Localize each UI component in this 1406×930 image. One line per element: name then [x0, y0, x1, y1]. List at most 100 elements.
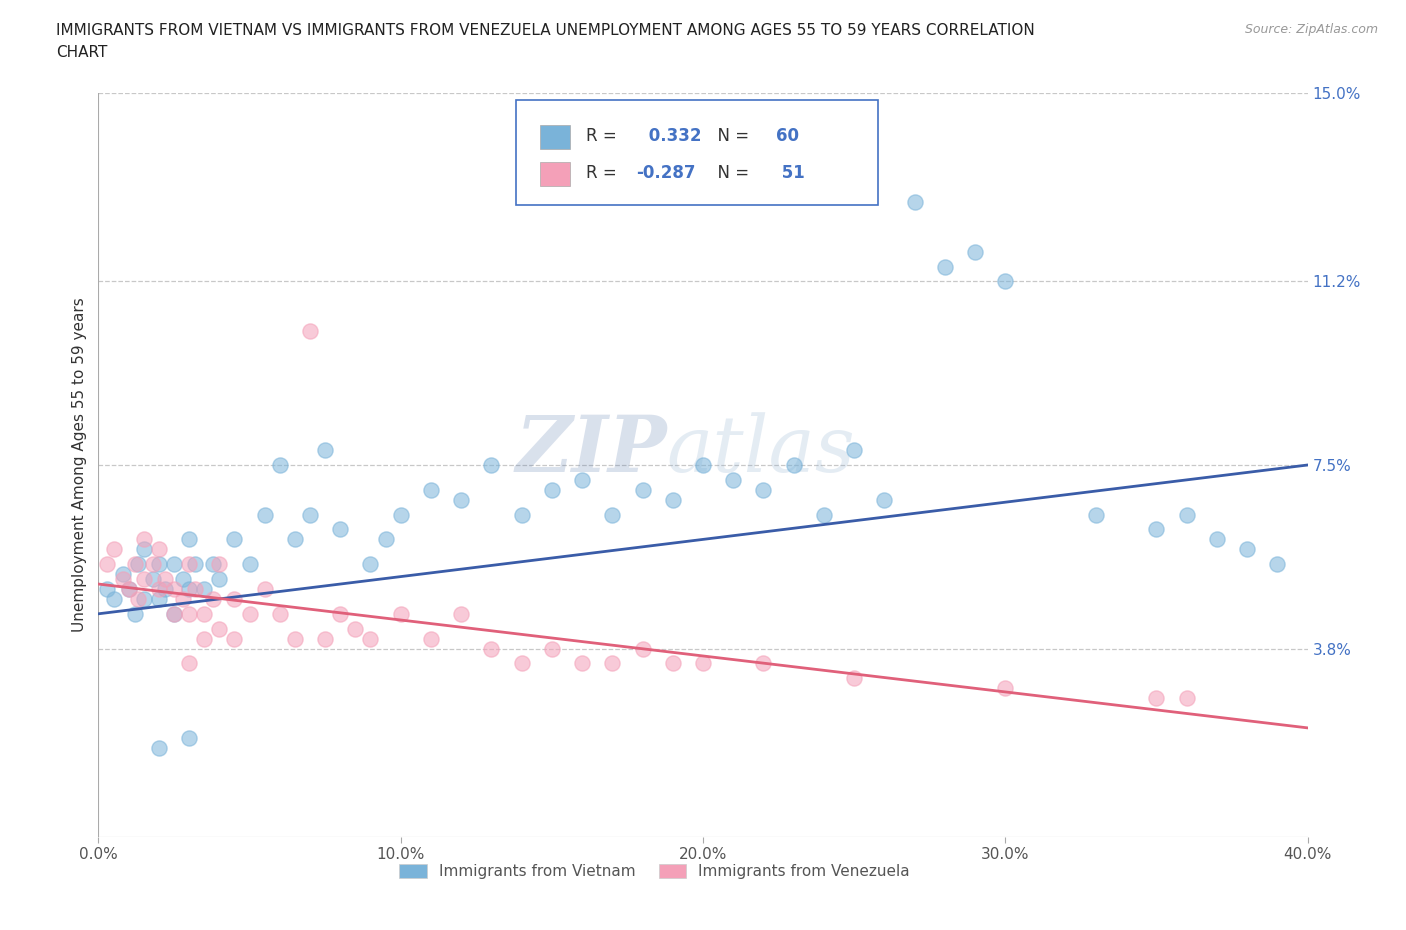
Point — [723, 472, 745, 487]
Point — [510, 656, 533, 671]
Point — [124, 557, 146, 572]
Point — [132, 532, 155, 547]
Point — [96, 581, 118, 596]
Point — [163, 557, 186, 572]
Point — [132, 591, 155, 606]
Point — [299, 324, 322, 339]
Point — [450, 606, 472, 621]
Text: -0.287: -0.287 — [637, 165, 696, 182]
Point — [179, 532, 201, 547]
Point — [510, 507, 533, 522]
Point — [163, 581, 186, 596]
Point — [692, 656, 714, 671]
Point — [904, 194, 927, 209]
Point — [692, 458, 714, 472]
Text: atlas: atlas — [666, 412, 855, 488]
Point — [148, 581, 170, 596]
Text: 60: 60 — [776, 127, 799, 145]
Point — [193, 581, 215, 596]
Point — [142, 572, 165, 587]
Point — [148, 591, 170, 606]
Point — [208, 621, 231, 636]
Point — [813, 507, 835, 522]
Point — [184, 557, 207, 572]
Point — [1175, 691, 1198, 706]
Text: CHART: CHART — [56, 45, 108, 60]
Point — [253, 581, 276, 596]
Point — [224, 532, 246, 547]
Point — [96, 557, 118, 572]
Point — [631, 641, 654, 656]
Point — [873, 492, 896, 507]
Point — [994, 681, 1017, 696]
Text: Source: ZipAtlas.com: Source: ZipAtlas.com — [1244, 23, 1378, 36]
Point — [540, 641, 562, 656]
Point — [239, 557, 262, 572]
Point — [224, 631, 246, 646]
Text: R =: R = — [586, 165, 621, 182]
FancyBboxPatch shape — [516, 100, 879, 205]
Point — [124, 606, 146, 621]
Point — [329, 522, 352, 537]
Point — [631, 483, 654, 498]
Point — [844, 443, 866, 458]
Point — [172, 572, 194, 587]
Point — [179, 730, 201, 745]
Point — [127, 591, 149, 606]
Point — [193, 606, 215, 621]
Point — [389, 606, 412, 621]
Point — [481, 458, 503, 472]
Point — [127, 557, 149, 572]
Point — [661, 656, 683, 671]
Legend: Immigrants from Vietnam, Immigrants from Venezuela: Immigrants from Vietnam, Immigrants from… — [394, 857, 917, 885]
Point — [844, 671, 866, 685]
Point — [148, 542, 170, 557]
FancyBboxPatch shape — [540, 162, 569, 186]
Point — [103, 591, 125, 606]
Text: N =: N = — [707, 165, 754, 182]
Point — [132, 572, 155, 587]
Point — [481, 641, 503, 656]
Text: IMMIGRANTS FROM VIETNAM VS IMMIGRANTS FROM VENEZUELA UNEMPLOYMENT AMONG AGES 55 : IMMIGRANTS FROM VIETNAM VS IMMIGRANTS FR… — [56, 23, 1035, 38]
Point — [344, 621, 367, 636]
Text: ZIP: ZIP — [515, 412, 666, 488]
Point — [148, 740, 170, 755]
FancyBboxPatch shape — [540, 125, 569, 149]
Point — [111, 572, 134, 587]
Point — [374, 532, 396, 547]
Point — [202, 591, 225, 606]
Point — [1236, 542, 1258, 557]
Point — [284, 532, 307, 547]
Point — [179, 606, 201, 621]
Point — [179, 656, 201, 671]
Point — [269, 606, 291, 621]
Point — [571, 472, 593, 487]
Point — [360, 557, 382, 572]
Point — [253, 507, 276, 522]
Point — [752, 483, 775, 498]
Point — [132, 542, 155, 557]
Y-axis label: Unemployment Among Ages 55 to 59 years: Unemployment Among Ages 55 to 59 years — [72, 298, 87, 632]
Point — [179, 557, 201, 572]
Point — [360, 631, 382, 646]
Point — [602, 656, 624, 671]
Point — [602, 507, 624, 522]
Point — [314, 631, 336, 646]
Point — [172, 591, 194, 606]
Point — [752, 656, 775, 671]
Point — [994, 274, 1017, 289]
Point — [1175, 507, 1198, 522]
Point — [148, 557, 170, 572]
Point — [934, 259, 956, 274]
Point — [208, 557, 231, 572]
Point — [389, 507, 412, 522]
Point — [111, 566, 134, 581]
Point — [299, 507, 322, 522]
Point — [118, 581, 141, 596]
Point — [661, 492, 683, 507]
Point — [153, 581, 176, 596]
Point — [208, 572, 231, 587]
Point — [163, 606, 186, 621]
Point — [965, 245, 987, 259]
Point — [103, 542, 125, 557]
